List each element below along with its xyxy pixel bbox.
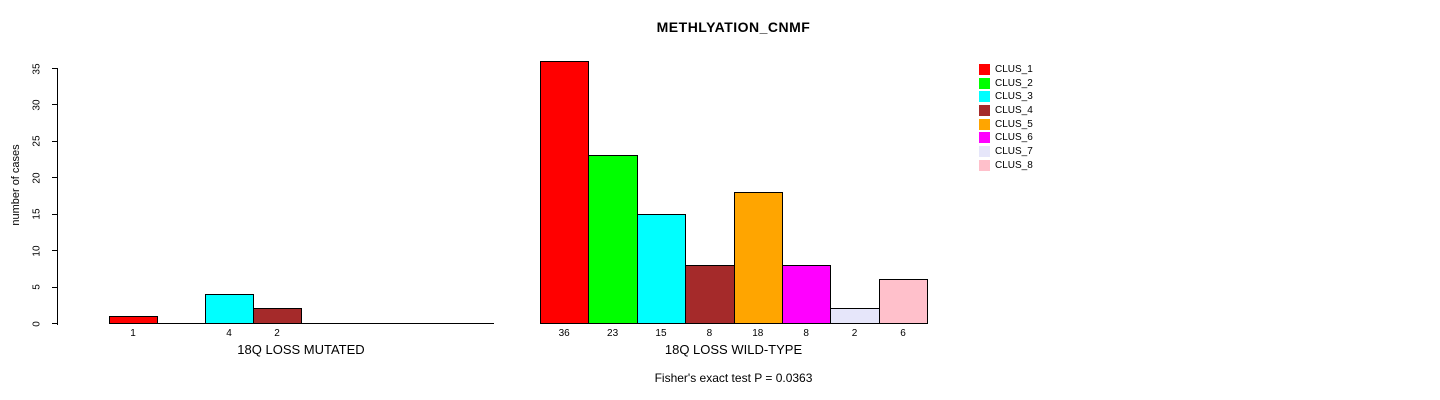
legend-label: CLUS_3 [995,91,1033,103]
bar-value-label: 4 [226,328,232,339]
legend-label: CLUS_5 [995,118,1033,130]
bar-clus_4 [253,308,302,324]
legend-entry: CLUS_4 [979,105,1033,117]
legend-label: CLUS_6 [995,132,1033,144]
bar-clus_3 [636,214,687,324]
legend-label: CLUS_2 [995,77,1033,89]
bar-value-label: 8 [803,328,809,339]
y-tick-mark [52,177,57,179]
legend-entry: CLUS_1 [979,64,1033,75]
bar-clus_1 [540,61,590,324]
bar-value-label: 36 [558,328,570,339]
legend-swatch-clus_3 [979,91,990,103]
bar-value-label: 1 [130,328,136,339]
legend: CLUS_1 CLUS_2 CLUS_3 CLUS_4 CLUS_5 CLUS_6 CLUS… [979,64,1033,171]
bar-value-label: 2 [274,328,280,339]
legend-entry: CLUS_7 [979,146,1033,158]
bar-clus_6 [782,265,832,324]
y-tick-mark [52,213,57,215]
legend-label: CLUS_7 [995,146,1033,158]
bar-clus_7 [830,308,880,324]
y-tick-mark [52,140,57,142]
bar-clus_8 [878,279,929,324]
panel-mutated-label: 18Q LOSS MUTATED [237,342,365,357]
bar-value-label: 6 [900,328,906,339]
bar-clus_2 [588,155,638,324]
bar-clus_5 [733,192,783,324]
legend-swatch-clus_2 [979,77,990,89]
y-tick-mark [52,68,57,69]
legend-swatch-clus_6 [979,132,990,144]
y-tick-label: 25 [31,135,43,147]
legend-swatch-clus_4 [979,105,990,117]
y-axis-title: number of cases [10,144,22,226]
bar-clus_1 [109,316,158,324]
bar-value-label: 2 [851,328,858,339]
bar-value-label: 15 [655,328,667,339]
legend-swatch-clus_5 [979,118,990,130]
legend-label: CLUS_1 [995,64,1033,75]
bar-value-label: 8 [706,328,713,339]
panel-wildtype-label: 18Q LOSS WILD-TYPE [664,342,803,357]
y-tick-mark [52,286,57,288]
y-tick-mark [52,323,57,324]
legend-label: CLUS_4 [995,105,1033,117]
bar-value-label: 23 [607,328,619,339]
legend-entry: CLUS_2 [979,77,1033,89]
y-tick-mark [52,250,57,252]
chart-title: METHLYATION_CNMF [656,19,811,35]
legend-label: CLUS_8 [995,159,1033,171]
y-tick-label: 0 [31,320,43,327]
y-tick-label: 5 [31,284,43,290]
y-tick-label: 15 [31,208,43,220]
bar-clus_3 [205,294,254,324]
legend-entry: CLUS_3 [979,91,1033,103]
y-tick-label: 20 [31,172,43,184]
bar-value-label: 18 [752,328,764,339]
bar-clus_4 [685,265,735,324]
legend-swatch-clus_8 [979,159,990,171]
legend-entry: CLUS_6 [979,132,1033,144]
y-tick-label: 10 [31,245,43,257]
y-tick-label: 30 [31,99,43,111]
y-axis-line [57,68,58,325]
legend-entry: CLUS_8 [979,159,1033,171]
y-tick-label: 35 [31,62,43,75]
y-tick-mark [52,104,57,106]
fisher-test-footnote: Fisher's exact test P = 0.0363 [654,371,813,385]
legend-swatch-clus_1 [979,64,990,75]
legend-entry: CLUS_5 [979,118,1033,130]
legend-swatch-clus_7 [979,146,990,158]
